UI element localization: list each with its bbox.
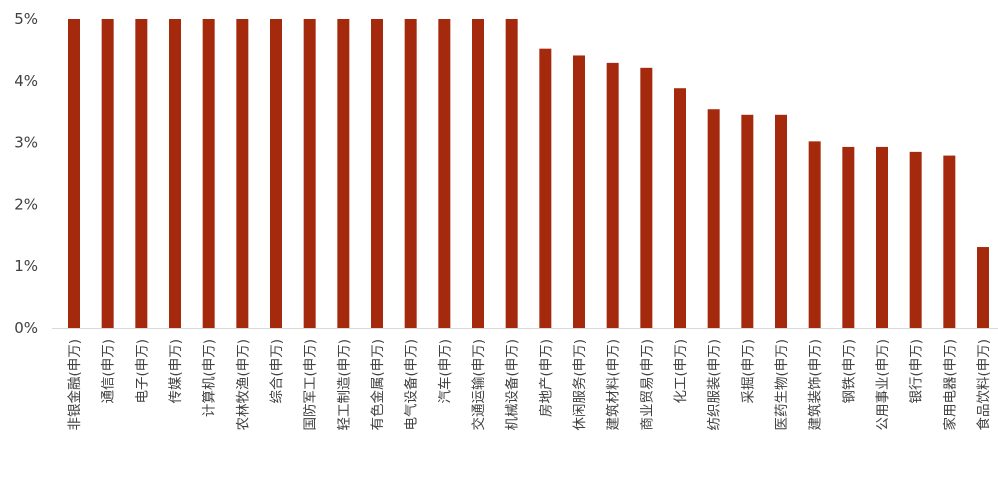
- x-tick-label: 钢铁(申万): [841, 339, 857, 404]
- bar: [68, 19, 80, 328]
- bar: [707, 109, 720, 328]
- y-axis: 0% 1% 2% 3% 4% 5%: [14, 10, 38, 337]
- x-tick-label: 机械设备(申万): [504, 339, 521, 431]
- x-tick-label: 通信(申万): [101, 339, 117, 404]
- x-tick-label: 非银金融(申万): [67, 339, 83, 431]
- y-tick-label: 3%: [14, 134, 38, 152]
- x-tick-label: 银行(申万): [909, 339, 925, 404]
- bar: [371, 19, 383, 328]
- y-tick-label: 2%: [14, 195, 38, 213]
- x-tick-label: 食品饮料(申万): [975, 339, 992, 431]
- bar: [876, 146, 888, 328]
- bar: [842, 146, 855, 328]
- bar: [101, 19, 114, 328]
- x-tick-label: 化工(申万): [673, 339, 689, 404]
- bar: [169, 19, 181, 328]
- x-tick-label: 电气设备(申万): [403, 339, 420, 431]
- x-tick-label: 汽车(申万): [436, 339, 453, 404]
- x-tick-label: 综合(申万): [269, 339, 285, 404]
- bar: [472, 19, 484, 328]
- y-tick-label: 4%: [14, 72, 38, 90]
- x-tick-label: 轻工制造(申万): [336, 339, 352, 431]
- x-tick-label: 交通运输(申万): [470, 339, 487, 431]
- bar: [337, 19, 350, 328]
- x-tick-label: 公用事业(申万): [875, 339, 891, 431]
- x-tick-label: 房地产(申万): [538, 339, 554, 417]
- x-tick-label: 医药生物(申万): [774, 339, 790, 431]
- x-tick-label: 传媒(申万): [168, 339, 184, 404]
- bar: [236, 19, 249, 328]
- bars: [68, 19, 989, 329]
- x-tick-label: 建筑材料(申万): [606, 339, 622, 431]
- bar: [640, 67, 653, 329]
- bar: [135, 19, 148, 328]
- x-tick-label: 采掘(申万): [740, 339, 756, 404]
- bar: [438, 19, 451, 328]
- bar: [573, 55, 585, 328]
- x-tick-label: 有色金属(申万): [369, 339, 386, 431]
- bar: [539, 48, 552, 328]
- x-tick-label: 农林牧渔(申万): [235, 339, 251, 431]
- x-tick-label: 家用电器(申万): [941, 339, 958, 431]
- bar: [404, 19, 417, 328]
- x-tick-label: 建筑装饰(申万): [808, 339, 824, 431]
- x-tick-label: 电子(申万): [134, 339, 150, 404]
- bar: [202, 19, 215, 328]
- bar: [270, 19, 282, 328]
- x-tick-label: 商业贸易(申万): [639, 339, 655, 431]
- bar: [977, 247, 989, 328]
- bar: [909, 151, 922, 328]
- x-tick-label: 休闲服务(申万): [572, 339, 588, 431]
- bar: [741, 114, 754, 328]
- y-tick-label: 5%: [14, 10, 38, 28]
- bar: [808, 141, 821, 328]
- y-tick-label: 1%: [14, 257, 38, 275]
- x-tick-label: 国防军工(申万): [303, 339, 319, 431]
- x-tick-label: 纺织服装(申万): [707, 339, 723, 431]
- y-tick-label: 0%: [14, 319, 38, 337]
- x-tick-label: 计算机(申万): [202, 339, 218, 417]
- bar: [775, 114, 787, 328]
- x-axis: 非银金融(申万) 通信(申万) 电子(申万) 传媒(申万) 计算机(申万) 农林牧渔(申万…: [67, 339, 992, 431]
- bar: [943, 155, 956, 328]
- bar: [606, 62, 619, 329]
- bar: [303, 19, 316, 328]
- bar: [674, 88, 686, 328]
- bar: [505, 19, 518, 328]
